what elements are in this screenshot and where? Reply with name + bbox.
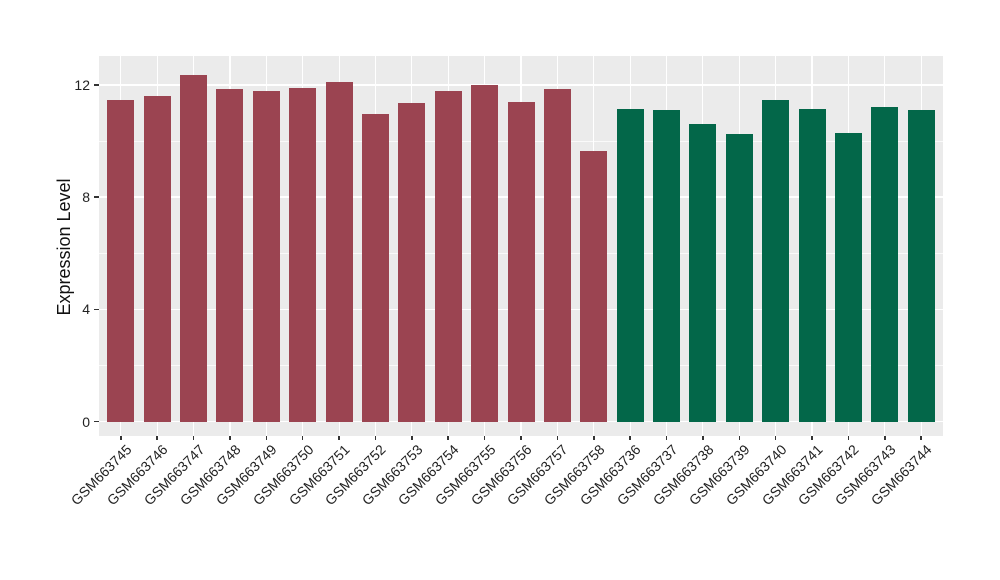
y-tick xyxy=(94,308,99,311)
x-tick xyxy=(811,436,813,440)
y-tick xyxy=(94,196,99,198)
bar-GSM663741 xyxy=(798,108,826,422)
y-tick-label: 0 xyxy=(82,413,90,430)
bar-GSM663745 xyxy=(107,100,135,422)
bar-GSM663757 xyxy=(543,89,571,422)
bar-GSM663754 xyxy=(434,90,462,422)
bar-GSM663739 xyxy=(725,134,753,422)
bar-GSM663758 xyxy=(580,150,608,422)
x-tick xyxy=(702,436,704,440)
bar-GSM663744 xyxy=(907,110,935,422)
x-tick xyxy=(847,436,850,440)
x-tick xyxy=(920,436,922,440)
bar-GSM663736 xyxy=(616,108,644,422)
y-tick xyxy=(94,420,99,423)
bar-GSM663740 xyxy=(762,100,790,422)
bar-GSM663751 xyxy=(325,82,353,422)
bar-GSM663755 xyxy=(471,84,499,422)
y-axis-title: Expression Level xyxy=(54,178,74,316)
x-tick xyxy=(301,436,304,440)
y-tick-label: 8 xyxy=(82,189,90,206)
y-tick-label: 4 xyxy=(82,301,90,318)
x-tick xyxy=(411,436,413,440)
x-tick xyxy=(447,436,449,440)
bar-GSM663747 xyxy=(180,75,208,422)
bar-GSM663756 xyxy=(507,101,535,422)
y-tick-label: 12 xyxy=(74,76,90,93)
x-tick xyxy=(774,436,777,440)
x-tick xyxy=(338,436,340,440)
bar-GSM663737 xyxy=(653,110,681,422)
x-tick xyxy=(629,436,631,440)
x-tick xyxy=(265,436,268,440)
x-tick xyxy=(120,436,122,440)
y-tick xyxy=(94,84,99,86)
bar-GSM663748 xyxy=(216,89,244,422)
bar-GSM663749 xyxy=(252,90,280,422)
x-tick xyxy=(229,436,231,440)
bar-GSM663746 xyxy=(143,96,171,422)
x-tick xyxy=(593,436,595,440)
x-tick xyxy=(556,436,559,440)
x-tick xyxy=(520,436,522,440)
bar-GSM663743 xyxy=(871,107,899,422)
x-tick xyxy=(665,436,668,440)
x-tick xyxy=(738,436,741,440)
x-tick xyxy=(192,436,195,440)
x-tick xyxy=(884,436,886,440)
plot-panel xyxy=(99,56,943,436)
x-tick xyxy=(156,436,158,440)
bar-GSM663738 xyxy=(689,124,717,422)
bar-GSM663750 xyxy=(289,87,317,422)
x-tick xyxy=(374,436,377,440)
bar-GSM663742 xyxy=(834,132,862,422)
x-tick xyxy=(483,436,486,440)
bar-GSM663752 xyxy=(361,114,389,422)
bar-GSM663753 xyxy=(398,103,426,422)
